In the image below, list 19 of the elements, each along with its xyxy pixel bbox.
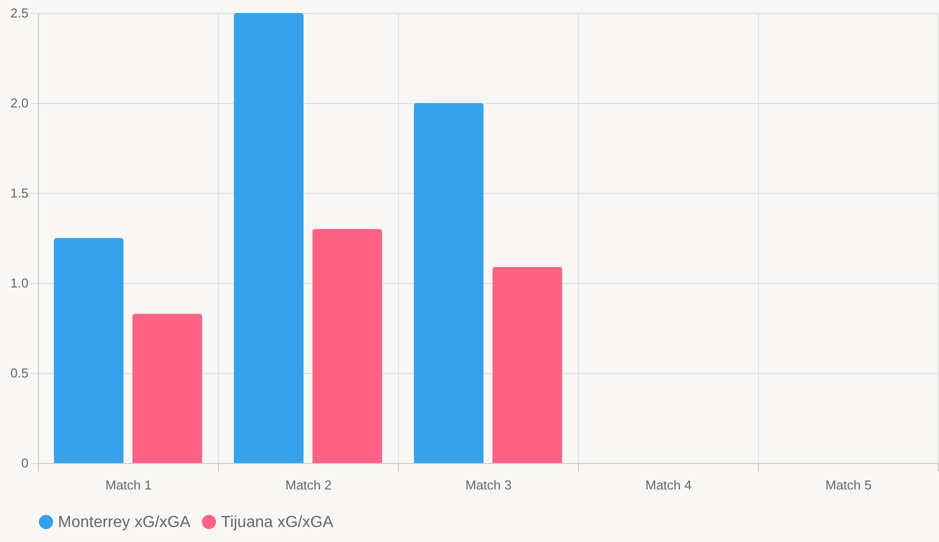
bar [54, 238, 124, 463]
y-tick-label: 0 [21, 456, 28, 470]
bar [234, 13, 304, 463]
bar [414, 103, 484, 463]
bar [312, 229, 382, 463]
x-tick-label: Match 4 [645, 478, 692, 492]
x-tick-label: Match 3 [465, 478, 512, 492]
y-tick-label: 2.5 [10, 6, 28, 20]
bar [132, 314, 202, 463]
x-tick-label: Match 1 [105, 478, 152, 492]
legend-label: Monterrey xG/xGA [58, 514, 191, 531]
y-tick-label: 0.5 [10, 366, 28, 380]
y-tick-label: 2.0 [10, 96, 28, 110]
bar [492, 266, 562, 463]
y-tick-label: 1.5 [10, 186, 28, 200]
x-tick-label: Match 2 [285, 478, 332, 492]
y-tick-label: 1.0 [10, 276, 28, 290]
legend-label: Tijuana xG/xGA [221, 514, 334, 531]
x-tick-label: Match 5 [825, 478, 872, 492]
